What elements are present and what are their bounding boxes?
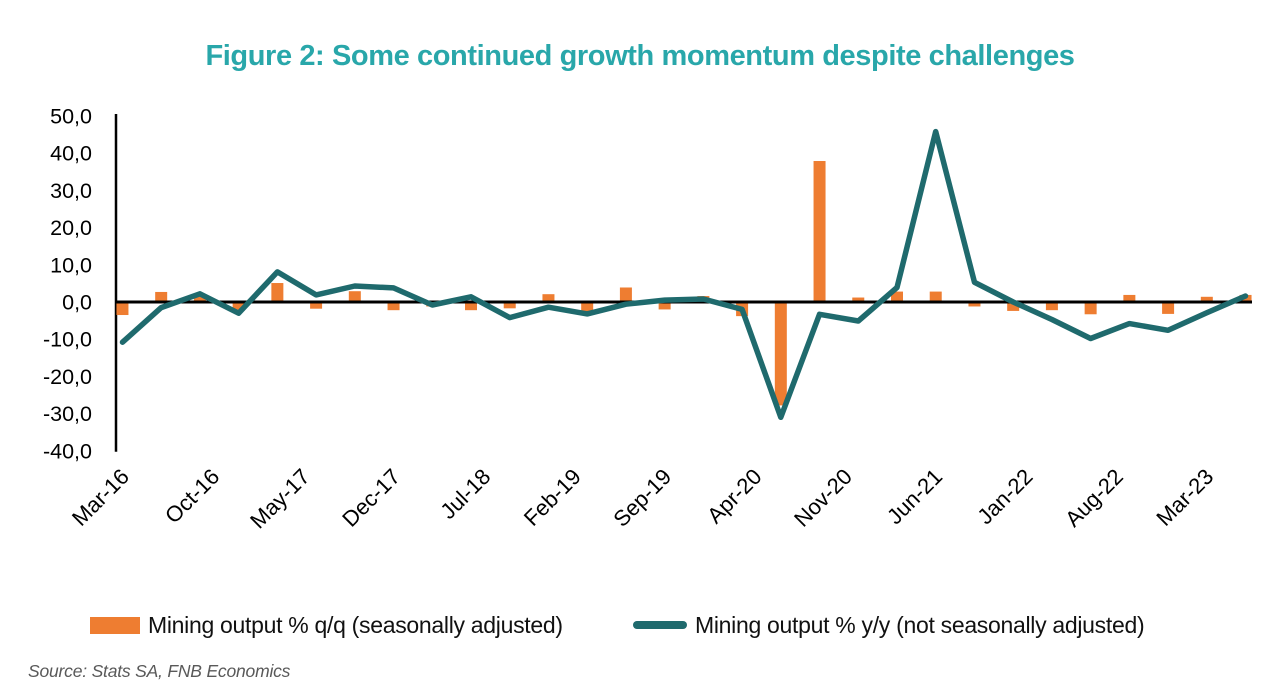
qq-bar bbox=[929, 291, 942, 302]
qq-bar bbox=[1162, 302, 1175, 314]
y-axis-label: 0,0 bbox=[62, 291, 92, 315]
qq-bar bbox=[271, 283, 284, 302]
x-axis-label: Feb-19 bbox=[519, 464, 586, 531]
qq-bar bbox=[116, 302, 129, 316]
qq-bar bbox=[465, 302, 477, 311]
x-axis-label: Sep-19 bbox=[608, 464, 676, 532]
qq-bar bbox=[1045, 302, 1058, 311]
x-axis-label: Jan-22 bbox=[972, 464, 1037, 529]
y-axis-label: -40,0 bbox=[43, 439, 92, 463]
bar-series-swatch bbox=[90, 616, 140, 634]
x-axis-label: Dec-17 bbox=[337, 464, 405, 532]
x-axis-label: Mar-23 bbox=[1151, 464, 1218, 531]
y-axis-label: -30,0 bbox=[43, 402, 92, 426]
qq-bar bbox=[503, 302, 516, 309]
chart-canvas: 50,0 40,0 30,0 20,0 10,0 0,0 -10,0 -20,0 -30,0 -4… bbox=[43, 105, 1252, 534]
qq-bar bbox=[232, 302, 245, 311]
y-axis-label: 40,0 bbox=[50, 142, 92, 166]
qq-bar bbox=[968, 302, 981, 307]
y-axis-label: 30,0 bbox=[50, 179, 92, 203]
y-axis-label: 50,0 bbox=[50, 105, 92, 129]
x-axis-label: Aug-22 bbox=[1060, 464, 1128, 532]
y-axis-label: 20,0 bbox=[50, 216, 92, 240]
line-series-swatch bbox=[633, 621, 687, 629]
qq-bar bbox=[310, 302, 323, 309]
qq-bar bbox=[813, 161, 826, 302]
x-axis-label: Mar-16 bbox=[67, 464, 134, 531]
x-axis-label: Nov-20 bbox=[789, 464, 857, 532]
legend-item-qq: Mining output % q/q (seasonally adjusted… bbox=[90, 608, 563, 642]
qq-bar bbox=[774, 302, 787, 406]
x-axis-label: Jul-18 bbox=[435, 464, 495, 524]
yy-line bbox=[119, 128, 1249, 421]
x-axis-label: Apr-20 bbox=[702, 464, 766, 528]
qq-bar bbox=[581, 302, 594, 314]
x-axis-label: May-17 bbox=[245, 464, 315, 534]
x-axis-label: Jun-21 bbox=[882, 464, 947, 529]
y-axis-label: 10,0 bbox=[50, 253, 92, 277]
qq-bar bbox=[1200, 296, 1213, 302]
legend-label-yy: Mining output % y/y (not seasonally adju… bbox=[695, 611, 1145, 638]
legend-item-yy: Mining output % y/y (not seasonally adju… bbox=[633, 608, 1145, 642]
qq-bar bbox=[619, 287, 632, 302]
chart-legend: Mining output % q/q (seasonally adjusted… bbox=[0, 608, 1280, 642]
qq-bar bbox=[1007, 302, 1020, 311]
qq-bar bbox=[891, 291, 903, 302]
source-note: Source: Stats SA, FNB Economics bbox=[28, 661, 291, 681]
qq-bar bbox=[658, 302, 671, 310]
qq-bar bbox=[387, 302, 400, 311]
qq-bar bbox=[1123, 294, 1136, 302]
qq-bar bbox=[542, 294, 555, 302]
figure-title: Figure 2: Some continued growth momentum… bbox=[205, 40, 1075, 72]
qq-bar bbox=[348, 291, 361, 302]
x-axis-label: Oct-16 bbox=[160, 464, 224, 528]
legend-label-qq: Mining output % q/q (seasonally adjusted… bbox=[148, 611, 563, 638]
qq-bar bbox=[155, 291, 168, 302]
qq-bar bbox=[1084, 302, 1097, 315]
qq-bar bbox=[852, 297, 865, 302]
qq-bar bbox=[193, 296, 206, 302]
y-axis-label: -20,0 bbox=[43, 365, 92, 389]
y-axis-label: -10,0 bbox=[43, 328, 92, 352]
